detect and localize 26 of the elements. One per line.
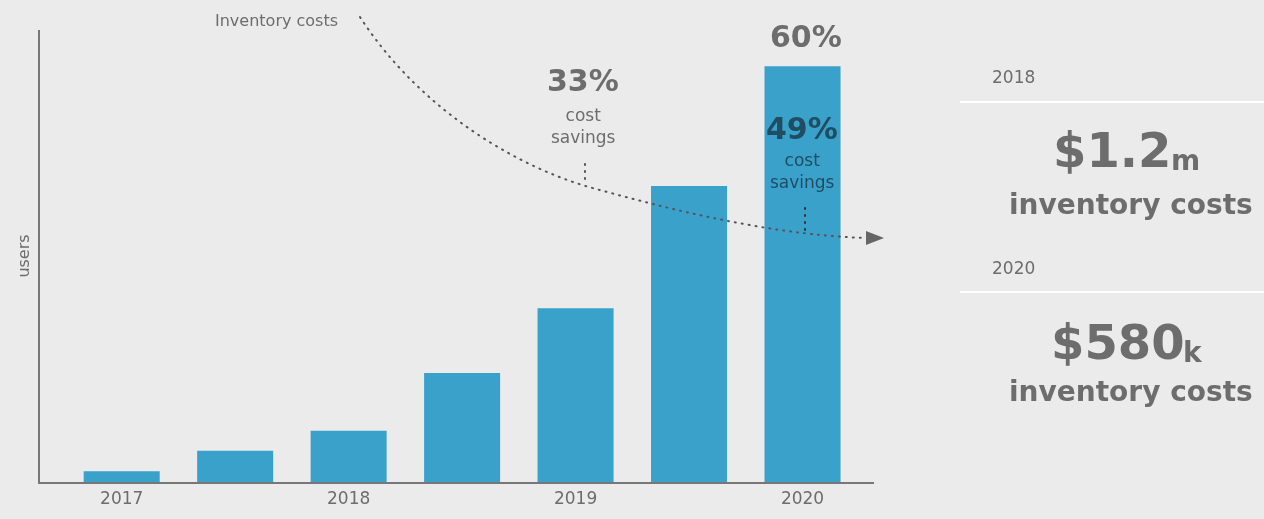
x-tick-label: 2019 [553, 488, 598, 509]
bar [424, 373, 501, 482]
text: 60% [770, 19, 842, 54]
text: inventory costs [1009, 188, 1253, 221]
x-tick-label: 2018 [327, 488, 371, 509]
annotation: cost savings [770, 150, 835, 193]
annotation: cost savings [551, 105, 616, 148]
bar [83, 471, 160, 482]
annotation: 49% [766, 111, 838, 146]
bar [197, 450, 274, 482]
text: Inventory costs [215, 11, 339, 30]
y-axis-title: users [14, 234, 34, 278]
text: $1.2 [1053, 122, 1172, 178]
bar [537, 308, 614, 482]
text: $580 [1051, 314, 1185, 370]
bar [310, 430, 387, 482]
text: inventory costs [1009, 375, 1253, 408]
text: k [1183, 336, 1203, 369]
text: 2020 [992, 258, 1036, 278]
x-tick-label: 2020 [780, 488, 825, 509]
annotation: 33% [547, 63, 619, 98]
x-tick-label: 2017 [100, 488, 144, 509]
text: m [1171, 144, 1201, 177]
bar [651, 185, 728, 482]
text: 2018 [992, 67, 1036, 87]
bar [764, 66, 841, 482]
